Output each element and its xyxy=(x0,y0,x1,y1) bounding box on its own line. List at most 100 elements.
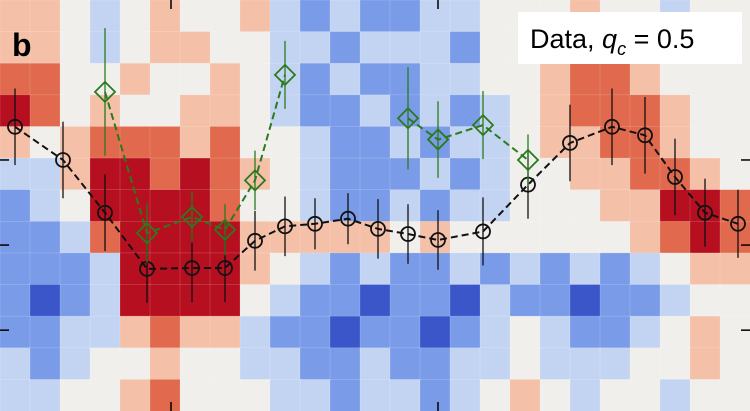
heatmap-cell xyxy=(179,126,211,159)
heatmap-cell xyxy=(59,62,91,96)
marker xyxy=(7,118,23,135)
heatmap-cell xyxy=(509,347,541,381)
heatmap-cell xyxy=(89,0,121,33)
heatmap-cell xyxy=(509,189,541,223)
heatmap-cell xyxy=(719,347,750,381)
heatmap-cell xyxy=(299,31,331,65)
heatmap-cell xyxy=(569,126,601,159)
heatmap-cell xyxy=(629,347,661,381)
marker xyxy=(247,232,263,249)
heatmap-cell xyxy=(449,157,481,191)
heatmap-cell xyxy=(359,347,391,381)
heatmap-cell xyxy=(389,221,421,254)
heatmap-cell xyxy=(0,379,31,411)
heatmap-cell xyxy=(389,189,421,223)
heatmap-cell xyxy=(569,62,601,96)
heatmap-cell xyxy=(599,62,631,96)
heatmap-cell xyxy=(119,94,151,128)
marker xyxy=(396,107,420,130)
marker xyxy=(184,260,200,276)
heatmap-cell xyxy=(569,94,601,128)
heatmap-cell xyxy=(209,0,241,33)
heatmap-cell xyxy=(419,157,451,191)
heatmap-cell xyxy=(179,94,211,128)
heatmap-cell xyxy=(719,126,750,159)
heatmap-cell xyxy=(599,126,631,159)
heatmap-cell xyxy=(119,347,151,381)
heatmap-cell xyxy=(29,284,61,317)
heatmap-cell xyxy=(299,284,331,317)
heatmap-cell xyxy=(419,62,451,96)
heatmap-cell xyxy=(479,0,511,33)
heatmap-cell xyxy=(29,252,61,286)
heatmap-cell xyxy=(659,62,691,96)
heatmap-cell xyxy=(659,379,691,411)
heatmap-cell xyxy=(179,315,211,349)
heatmap-cell xyxy=(449,284,481,317)
heatmap-cell xyxy=(389,126,421,159)
marker xyxy=(217,260,233,276)
heatmap-cell xyxy=(149,126,181,159)
heatmap-cell xyxy=(209,62,241,96)
heatmap-cell xyxy=(389,0,421,33)
heatmap-cell xyxy=(449,31,481,65)
heatmap-cell xyxy=(599,347,631,381)
heatmap-cell xyxy=(719,94,750,128)
heatmap-cell xyxy=(599,221,631,254)
heatmap-cell xyxy=(89,284,121,317)
heatmap-cell xyxy=(569,347,601,381)
heatmap-cell xyxy=(59,221,91,254)
heatmap-cell xyxy=(359,94,391,128)
heatmap-cell xyxy=(149,0,181,33)
heatmap-cell xyxy=(89,379,121,411)
heatmap-cell xyxy=(299,252,331,286)
heatmap-cell xyxy=(449,379,481,411)
heatmap-cell xyxy=(539,126,571,159)
heatmap-cell xyxy=(299,62,331,96)
heatmap-cell xyxy=(269,347,301,381)
heatmap-cell xyxy=(479,284,511,317)
heatmap-cell xyxy=(29,126,61,159)
heatmap-cell xyxy=(509,315,541,349)
heatmap-cell xyxy=(59,94,91,128)
heatmap-cell xyxy=(539,62,571,96)
heatmap-cell xyxy=(119,284,151,317)
heatmap-cell xyxy=(629,379,661,411)
heatmap-cell xyxy=(359,157,391,191)
heatmap-cell xyxy=(119,157,151,191)
heatmap-cell xyxy=(29,189,61,223)
heatmap-cell xyxy=(509,62,541,96)
heatmap-cell xyxy=(209,379,241,411)
heatmap-cell xyxy=(299,315,331,349)
heatmap-cell xyxy=(119,315,151,349)
heatmap-cell xyxy=(689,62,721,96)
heatmap-cell xyxy=(0,284,31,317)
heatmap-cell xyxy=(89,315,121,349)
heatmap-cell xyxy=(419,31,451,65)
marker xyxy=(516,148,540,172)
marker xyxy=(370,221,386,237)
heatmap-cell xyxy=(239,94,271,128)
heatmap-cell xyxy=(29,315,61,349)
heatmap-cell xyxy=(329,94,361,128)
heatmap-cell xyxy=(239,31,271,65)
marker xyxy=(637,127,653,144)
heatmap-cell xyxy=(719,252,750,286)
heatmap-cell xyxy=(539,221,571,254)
panel-label: b xyxy=(12,27,32,63)
heatmap-cell xyxy=(359,379,391,411)
heatmap-cell xyxy=(689,252,721,286)
heatmap-cell xyxy=(179,31,211,65)
heatmap-cell xyxy=(119,31,151,65)
heatmap-cell xyxy=(179,347,211,381)
heatmap-cell xyxy=(299,157,331,191)
marker xyxy=(180,205,204,229)
heatmap-cell xyxy=(329,157,361,191)
heatmap-cell xyxy=(179,0,211,33)
heatmap-cell xyxy=(29,157,61,191)
marker xyxy=(243,169,267,192)
heatmap-cell xyxy=(659,347,691,381)
heatmap-cell xyxy=(449,315,481,349)
heatmap-cell xyxy=(179,62,211,96)
